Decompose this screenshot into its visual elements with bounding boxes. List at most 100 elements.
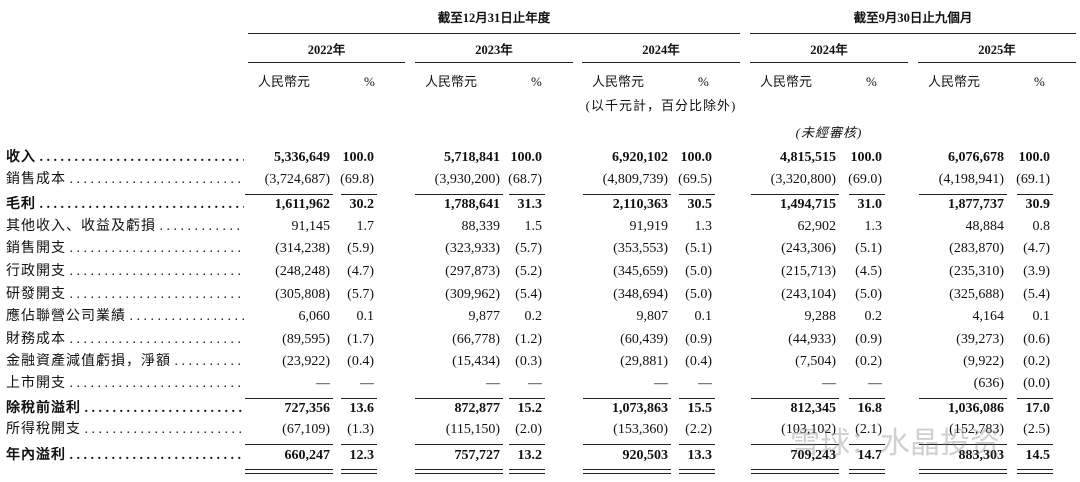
year-header: 2024年 <box>642 43 680 57</box>
sum-rule <box>1017 194 1053 195</box>
year-header: 2023年 <box>475 43 513 57</box>
cell: 88,339 <box>461 219 501 234</box>
cell: (29,881) <box>620 354 668 369</box>
cell: (0.9) <box>685 332 712 347</box>
cell: (5.0) <box>685 264 712 279</box>
row-label: 其他收入、收益及虧損 <box>6 218 244 236</box>
cell: (235,310) <box>949 264 1004 279</box>
watermark: 雪球：水晶投资 <box>790 426 1000 461</box>
sum-rule <box>415 444 503 445</box>
sum-rule <box>245 473 333 474</box>
cell: (3,320,800) <box>770 172 836 187</box>
cell: 91,919 <box>629 219 669 234</box>
cell: 0.8 <box>1032 219 1051 234</box>
cell: (115,150) <box>445 422 500 437</box>
cell: 872,877 <box>454 401 501 416</box>
cell: 1.3 <box>864 219 883 234</box>
cell: 30.2 <box>349 197 375 212</box>
cell: 709,243 <box>790 448 837 463</box>
group-rule <box>248 33 740 34</box>
cell: 100.0 <box>1018 150 1051 165</box>
cell: (248,248) <box>275 264 330 279</box>
sum-rule <box>509 398 545 399</box>
cell: 48,884 <box>965 219 1005 234</box>
cell: (0.4) <box>347 354 374 369</box>
sum-rule <box>919 473 1007 474</box>
cell: 2,110,363 <box>612 197 668 212</box>
cell: (353,553) <box>613 241 668 256</box>
row-label: 財務成本 <box>6 331 244 349</box>
cell: 6,920,102 <box>612 150 668 165</box>
sum-rule <box>509 473 545 474</box>
cell: 14.5 <box>1025 448 1051 463</box>
row-label: 收入 <box>6 149 244 167</box>
cell: (5.4) <box>1023 287 1050 302</box>
row-label: 銷售開支 <box>6 240 244 258</box>
sum-rule <box>341 469 377 470</box>
sum-rule <box>849 398 885 399</box>
year-rule <box>750 62 908 63</box>
sum-rule <box>849 194 885 195</box>
unit-pct: % <box>1034 74 1045 89</box>
cell: (69.5) <box>678 172 712 187</box>
cell: 757,727 <box>454 448 501 463</box>
cell: (44,933) <box>788 332 836 347</box>
cell: (0.0) <box>1023 376 1050 391</box>
cell: (7,504) <box>795 354 836 369</box>
cell: (309,962) <box>445 287 500 302</box>
cell: 1.3 <box>694 219 713 234</box>
cell: (153,360) <box>613 422 668 437</box>
cell: 30.9 <box>1025 197 1051 212</box>
cell: (69.0) <box>848 172 882 187</box>
cell: (5.4) <box>515 287 542 302</box>
cell: 1,073,863 <box>612 401 668 416</box>
row-label: 行政開支 <box>6 263 244 281</box>
sum-rule <box>1017 473 1053 474</box>
cell: 30.5 <box>687 197 713 212</box>
sum-rule <box>849 469 885 470</box>
sum-rule <box>679 194 715 195</box>
cell: (0.4) <box>685 354 712 369</box>
cell: 1.5 <box>524 219 543 234</box>
cell: (215,713) <box>781 264 836 279</box>
cell: 9,877 <box>468 309 501 324</box>
unit-rmb: 人民幣元 <box>928 74 981 89</box>
unit-rmb: 人民幣元 <box>760 74 813 89</box>
group-header: 截至12月31日止年度 <box>437 11 551 25</box>
cell: 1,036,086 <box>948 401 1004 416</box>
cell: 1,877,737 <box>948 197 1004 212</box>
unit-pct: % <box>866 74 877 89</box>
row-label: 除稅前溢利 <box>6 400 244 418</box>
cell: (0.2) <box>855 354 882 369</box>
cell: 100.0 <box>850 150 883 165</box>
cell: (636) <box>973 376 1004 391</box>
cell: (9,922) <box>963 354 1004 369</box>
row-label: 年內溢利 <box>6 447 244 465</box>
cell: — <box>528 376 542 391</box>
cell: (0.9) <box>855 332 882 347</box>
cell: 1,788,641 <box>444 197 500 212</box>
cell: (4,198,941) <box>938 172 1004 187</box>
cell: 6,060 <box>298 309 331 324</box>
cell: (5.0) <box>855 287 882 302</box>
year-header: 2024年 <box>810 43 848 57</box>
group-rule <box>750 33 1076 34</box>
sum-rule <box>341 194 377 195</box>
cell: (103,102) <box>781 422 836 437</box>
cell: (4.7) <box>1023 241 1050 256</box>
cell: (68.7) <box>508 172 542 187</box>
cell: (4.5) <box>855 264 882 279</box>
cell: 9,807 <box>636 309 669 324</box>
unit-rmb: 人民幣元 <box>425 74 478 89</box>
sum-rule <box>679 444 715 445</box>
cell: (1.3) <box>347 422 374 437</box>
cell: 9,288 <box>804 309 837 324</box>
year-rule <box>248 62 405 63</box>
cell: — <box>360 376 374 391</box>
cell: (69.8) <box>340 172 374 187</box>
note: (以千元計，百分比除外) <box>585 98 737 113</box>
cell: (0.2) <box>1023 354 1050 369</box>
cell: 0.1 <box>694 309 713 324</box>
cell: (348,694) <box>613 287 668 302</box>
cell: (5.1) <box>685 241 712 256</box>
